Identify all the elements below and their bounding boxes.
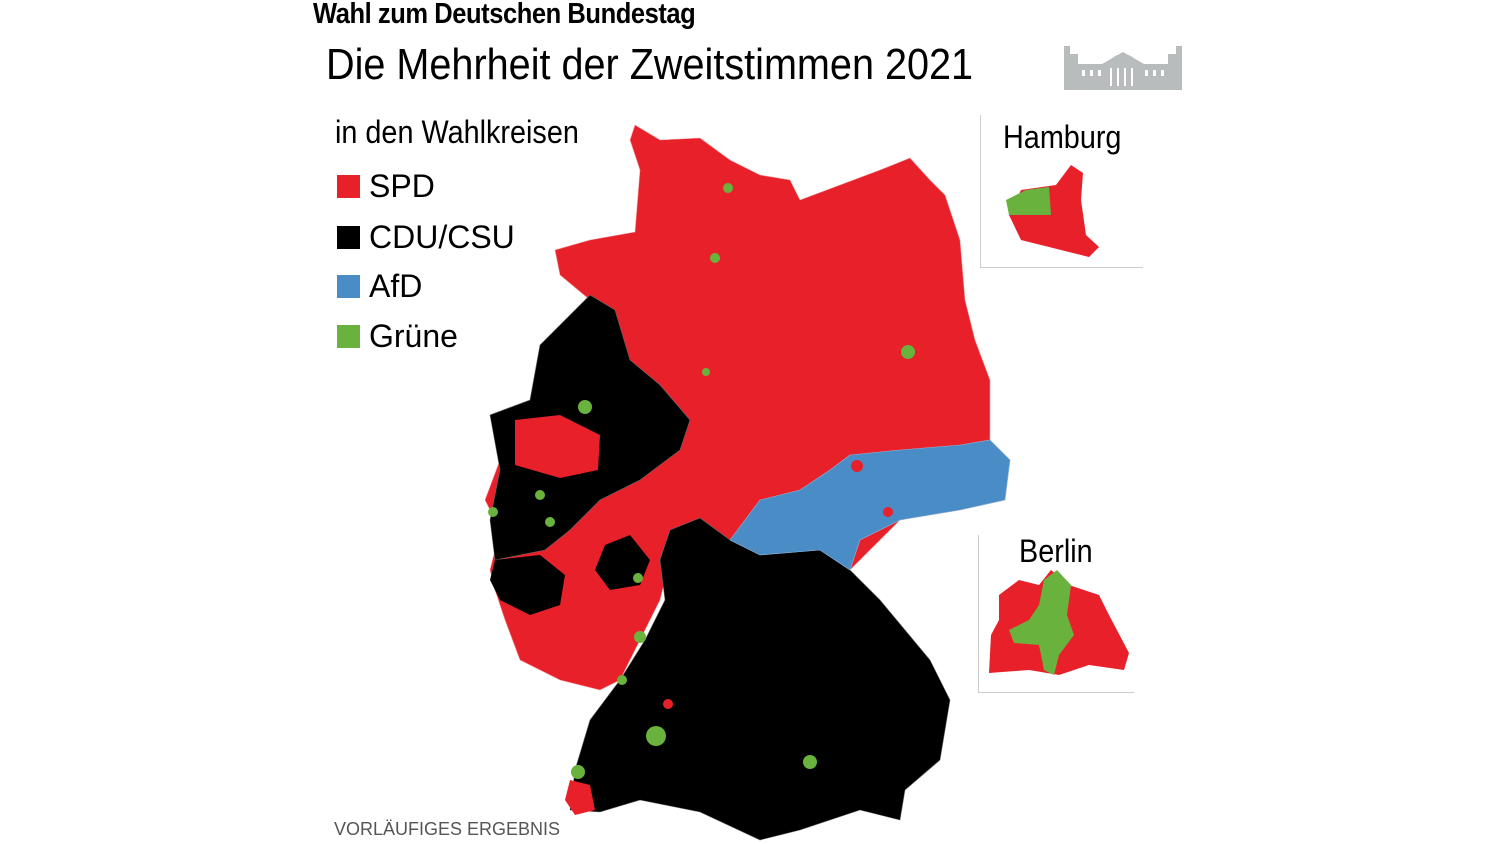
legend-title: in den Wahlkreisen [335, 114, 579, 150]
legend-swatch [337, 175, 360, 198]
legend-swatch [337, 226, 360, 249]
kicker-heading: Wahl zum Deutschen Bundestag [313, 0, 696, 30]
footer-note: VORLÄUFIGES ERGEBNIS [334, 819, 561, 839]
region-spd-freiburg [565, 780, 595, 815]
page-title: Die Mehrheit der Zweitstimmen 2021 [326, 40, 974, 89]
hamburg-label: Hamburg [1003, 119, 1122, 155]
region-spd-ruhr [515, 415, 600, 478]
legend-swatch [337, 275, 360, 298]
gruene-districts [488, 183, 915, 779]
legend-label: AfD [369, 268, 423, 304]
region-afd [729, 439, 1011, 571]
legend-swatch [337, 325, 360, 348]
hamburg-inset: Hamburg [980, 115, 1143, 268]
legend-item-cdu-csu: CDU/CSU [337, 219, 515, 256]
legend-item-afd: AfD [337, 268, 422, 305]
hamburg-map [1006, 165, 1099, 257]
berlin-map [989, 570, 1129, 675]
reichstag-building-icon [1064, 46, 1182, 90]
berlin-label: Berlin [1019, 533, 1093, 569]
legend-label: CDU/CSU [369, 219, 515, 255]
legend-item-gruene: Grüne [337, 318, 458, 355]
legend-label: Grüne [369, 318, 458, 354]
berlin-inset: Berlin [978, 533, 1134, 693]
legend-item-spd: SPD [337, 168, 435, 205]
legend-label: SPD [369, 168, 435, 204]
region-cdu-saar [490, 555, 565, 615]
